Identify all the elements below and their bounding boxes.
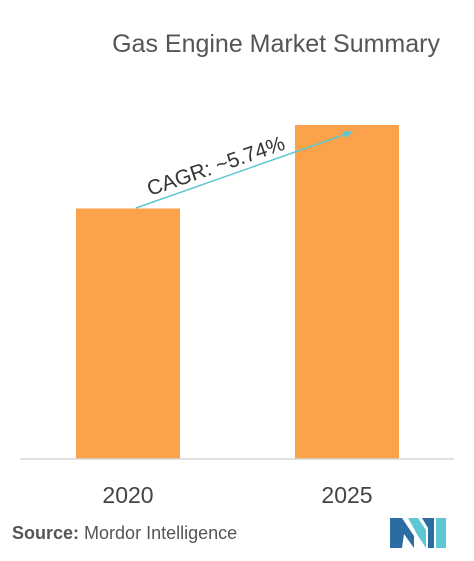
cagr-arrow: [135, 130, 353, 209]
bar-2020: [76, 208, 180, 459]
chart-title: Gas Engine Market Summary: [112, 30, 440, 58]
bar-2025: [295, 125, 399, 459]
x-tick-label-2025: 2025: [321, 482, 372, 508]
source-note: Source: Mordor Intelligence: [12, 523, 237, 544]
x-tick-label-2020: 2020: [102, 482, 153, 508]
cagr-label: CAGR: ~5.74%: [144, 132, 288, 201]
bars-group: [76, 125, 399, 459]
source-label: Source:: [12, 523, 80, 543]
source-text: Mordor Intelligence: [84, 523, 238, 543]
x-tick-labels: 2020 2025: [102, 482, 372, 508]
mordor-logo-icon: [390, 518, 446, 548]
